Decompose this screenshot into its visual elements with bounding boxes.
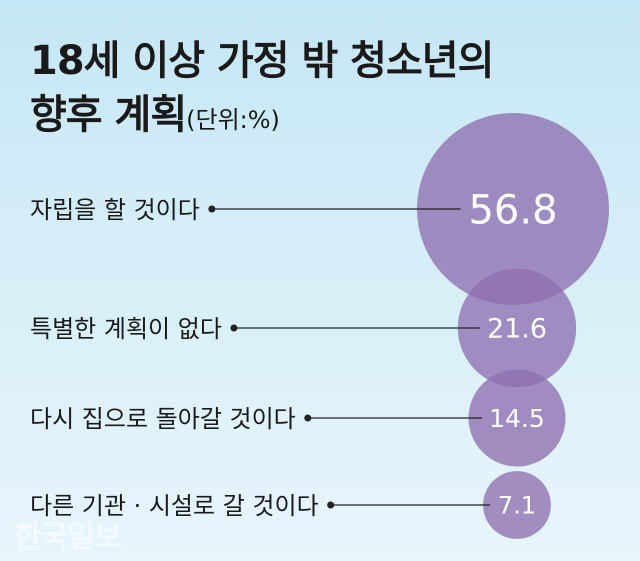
value-label-2: 21.6 — [487, 314, 547, 345]
bubble-3 — [468, 369, 566, 467]
bubble-1 — [417, 113, 609, 305]
publisher-watermark: 한국일보 — [14, 520, 121, 555]
value-label-4: 7.1 — [498, 492, 536, 520]
value-labels: 56.8 21.6 14.5 7.1 — [468, 187, 557, 519]
chart-title-line2: 향후 계획(단위:%) — [30, 82, 280, 140]
value-label-1: 56.8 — [468, 187, 557, 233]
category-label-3: 다시 집으로 돌아갈 것이다 — [30, 405, 296, 433]
bubble-2 — [457, 268, 577, 388]
category-label-2: 특별한 계획이 없다 — [30, 315, 222, 343]
unit-label: (단위:%) — [186, 106, 280, 134]
bubble-4 — [483, 471, 551, 539]
category-label-4: 다른 기관 · 시설로 갈 것이다 — [30, 492, 319, 520]
chart-title-line1: 18세 이상 가정 밖 청소년의 — [30, 38, 494, 84]
chart-title-main: 향후 계획 — [30, 92, 187, 138]
value-label-3: 14.5 — [489, 404, 545, 433]
category-label-1: 자립을 할 것이다 — [30, 196, 200, 224]
bubbles — [417, 113, 609, 539]
